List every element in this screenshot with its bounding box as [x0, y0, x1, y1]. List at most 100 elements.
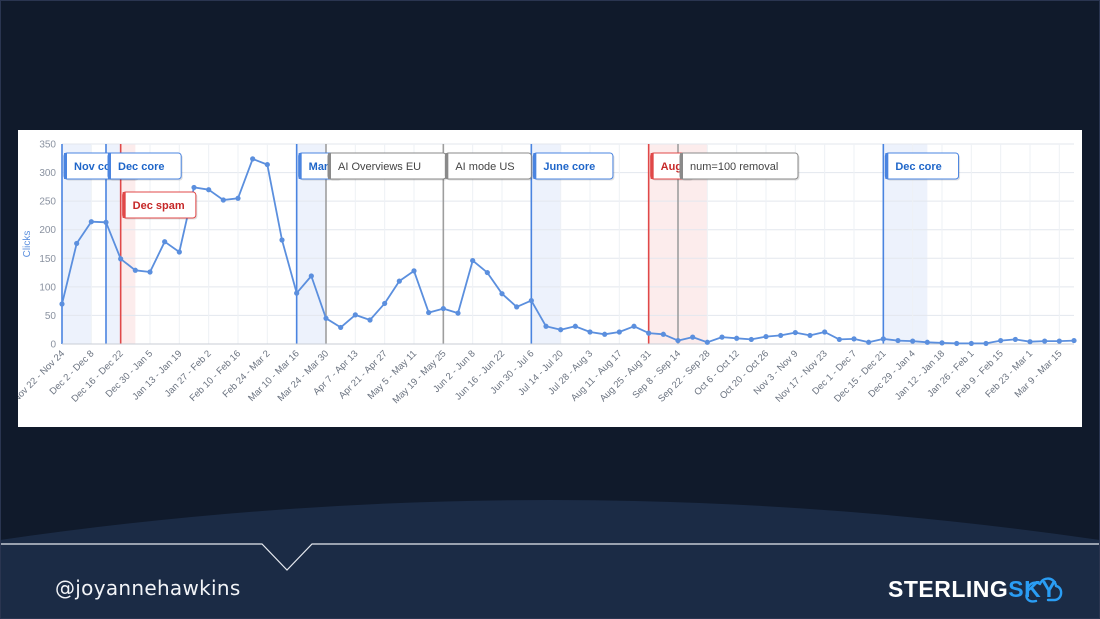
data-point: [367, 317, 373, 323]
twitter-handle: @joyannehawkins: [55, 576, 241, 600]
data-point: [704, 339, 710, 345]
annotation-accent: [445, 153, 449, 179]
data-point: [880, 336, 886, 342]
data-point: [631, 323, 637, 329]
x-tick-label: Mar 10 - Mar 16: [246, 348, 302, 404]
data-point: [1071, 337, 1077, 344]
data-point: [939, 340, 945, 346]
data-point: [646, 330, 652, 336]
data-point: [323, 315, 329, 321]
data-point: [587, 329, 593, 335]
data-point: [1056, 338, 1062, 344]
annotation-accent: [885, 153, 889, 179]
data-point: [74, 240, 80, 247]
data-point: [1027, 339, 1033, 345]
data-point: [308, 273, 314, 279]
annotation-accent: [533, 153, 537, 179]
data-point: [147, 269, 153, 275]
data-point: [1042, 338, 1048, 344]
y-tick-label: 0: [50, 340, 56, 351]
data-point: [528, 297, 534, 304]
x-tick-label: Nov 17 - Nov 23: [773, 348, 829, 404]
data-point: [220, 197, 226, 203]
data-point: [572, 323, 578, 329]
annotation-accent: [328, 153, 331, 179]
annotation-accent: [122, 192, 126, 218]
annotation-text: num=100 removal: [690, 161, 778, 173]
data-point: [1012, 336, 1018, 343]
annotation-label: Dec core: [107, 152, 183, 181]
data-point: [734, 335, 740, 341]
data-point: [103, 219, 109, 225]
data-point: [294, 290, 300, 296]
data-point: [484, 269, 490, 276]
data-point: [396, 278, 402, 284]
data-point: [191, 184, 197, 191]
data-point: [543, 323, 549, 329]
annotation-accent: [108, 153, 111, 179]
data-point: [132, 267, 138, 273]
y-tick-label: 350: [39, 140, 56, 151]
data-point: [675, 337, 681, 344]
data-points: [59, 156, 1077, 347]
clicks-series-line: [61, 158, 1075, 345]
data-point: [88, 219, 94, 225]
annotation-label: Dec spam: [122, 191, 198, 220]
annotation-text: Dec spam: [133, 200, 185, 212]
data-point: [338, 324, 344, 331]
data-point: [382, 300, 388, 307]
data-point: [895, 337, 901, 344]
data-point: [206, 187, 212, 193]
data-point: [851, 336, 857, 342]
y-tick-label: 50: [45, 311, 57, 322]
annotation-accent: [650, 153, 654, 179]
data-point: [235, 195, 241, 201]
y-tick-label: 200: [39, 225, 56, 236]
data-point: [470, 257, 476, 264]
y-axis-label: Clicks: [22, 231, 33, 258]
data-point: [558, 327, 564, 333]
data-point: [616, 329, 622, 335]
data-point: [748, 336, 754, 343]
annotation-label: Dec core: [884, 152, 961, 181]
annotation-label: June core: [532, 152, 615, 181]
data-point: [866, 339, 872, 345]
clicks-line-chart: 0 50 100 150 200 250 300 350 Clicks Nov 22 - Nov …: [18, 140, 1077, 406]
data-point: [264, 161, 270, 168]
annotation-text: Mar: [309, 161, 329, 173]
y-tick-label: 100: [39, 282, 56, 293]
annotation-text: Aug: [661, 161, 682, 173]
data-point: [440, 305, 446, 312]
data-point: [822, 329, 828, 335]
annotation-label: AI Overviews EU: [327, 152, 448, 181]
footer-band: [0, 500, 1100, 619]
clicks-chart-card: 0 50 100 150 200 250 300 350 Clicks Nov 22 - Nov …: [18, 130, 1082, 427]
y-tick-label: 250: [39, 197, 56, 208]
data-point: [250, 156, 256, 162]
annotation-label: AI mode US: [444, 152, 533, 181]
x-tick-label: Aug 25 - Aug 31: [598, 348, 654, 404]
x-tick-label: Aug 11 - Aug 17: [569, 348, 624, 403]
data-point: [59, 301, 65, 307]
logo-word-sky: SKY: [1008, 576, 1058, 602]
annotation-text: Dec core: [895, 161, 941, 173]
data-point: [499, 291, 505, 297]
logo-word-sterling: STERLING: [888, 576, 1009, 602]
data-point: [118, 256, 124, 262]
annotation-accent: [64, 153, 67, 179]
x-tick-label: Feb 10 - Feb 16: [188, 348, 244, 404]
data-point: [778, 332, 784, 339]
data-point: [836, 336, 842, 343]
data-point: [998, 337, 1004, 344]
x-tick-label: Dec 15 - Dec 21: [832, 348, 888, 404]
x-tick-label: Sep 22 - Sep 28: [656, 348, 712, 404]
logo-wordmark: STERLINGSKY: [888, 576, 1057, 603]
data-point: [602, 331, 608, 337]
data-point: [352, 312, 358, 318]
y-tick-label: 300: [39, 168, 56, 179]
annotation-text: Dec core: [118, 161, 164, 173]
footer-arc: [0, 500, 1100, 619]
annotation-text: AI mode US: [455, 161, 514, 173]
